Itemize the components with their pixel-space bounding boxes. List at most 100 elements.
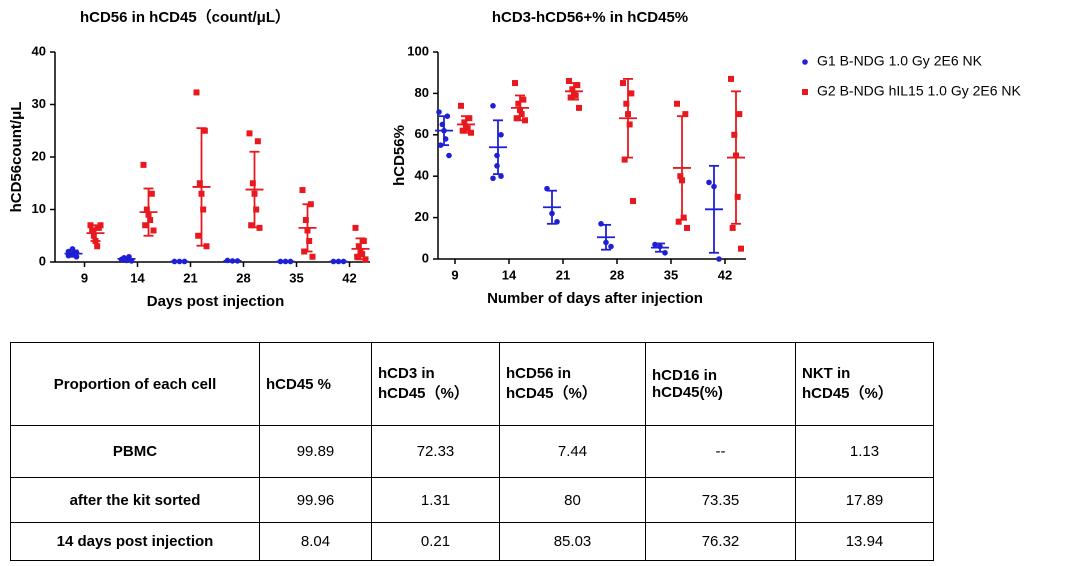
y-tick-label: 0 (422, 250, 429, 265)
data-point (680, 214, 687, 221)
data-point (458, 102, 464, 109)
data-point (566, 77, 572, 84)
y-axis-label: hCD56count/μL (8, 102, 25, 213)
data-point (196, 180, 203, 187)
data-point (674, 100, 680, 107)
legend-marker (802, 89, 808, 95)
data-point (248, 222, 255, 229)
data-point (706, 179, 712, 186)
x-axis-label: Number of days after injection (487, 290, 703, 307)
data-point (490, 175, 496, 182)
table-cell: 17.89 (795, 477, 934, 523)
x-tick-label: 35 (289, 270, 303, 285)
data-point (608, 243, 614, 250)
table-cell: 99.96 (259, 477, 372, 523)
table-row: 14 days post injection 8.04 0.21 85.03 76.32… (10, 522, 934, 561)
legend-marker (802, 59, 808, 65)
data-point (466, 115, 473, 122)
data-point (436, 109, 442, 115)
x-tick-label: 14 (502, 267, 517, 282)
data-point (731, 131, 738, 138)
x-tick-label: 21 (556, 267, 570, 282)
data-point (498, 132, 504, 138)
y-tick-label: 0 (39, 253, 46, 268)
x-tick-label: 9 (81, 270, 88, 285)
data-point (464, 125, 471, 132)
chart-title: hCD3-hCD56+% in hCD45% (492, 9, 688, 26)
data-point (738, 245, 744, 252)
data-point (652, 241, 658, 248)
header-cell: hCD16 in hCD45(%) (645, 342, 796, 426)
data-point (200, 206, 207, 213)
table-cell: after the kit sorted (10, 477, 260, 523)
table-cell: 0.21 (371, 522, 500, 561)
data-point (355, 243, 362, 250)
charts: hCD56 in hCD45（count/μL） 0 10 20 30 40 hCD56co… (8, 8, 1022, 310)
data-point (736, 111, 743, 118)
data-point (89, 227, 96, 234)
y-tick-label: 20 (32, 148, 46, 163)
x-tick-label: 35 (664, 267, 678, 282)
data-point (716, 256, 722, 262)
header-cell: hCD56 in hCD45（%） (499, 342, 646, 426)
data-point (576, 104, 582, 111)
data-point (598, 221, 604, 227)
data-point (253, 206, 260, 213)
y-tick-label: 40 (32, 43, 46, 58)
y-tick-label: 20 (415, 209, 429, 224)
x-tick-label: 14 (130, 270, 145, 285)
data-point (140, 161, 147, 168)
table-cell: 1.13 (795, 425, 934, 478)
table-cell: 99.89 (259, 425, 372, 478)
data-point (201, 127, 208, 134)
table-cell: 80 (499, 477, 646, 523)
x-tick-label: 42 (718, 267, 732, 282)
x-tick-label: 9 (451, 267, 458, 282)
data-point (494, 163, 500, 169)
table-cell: 85.03 (499, 522, 646, 561)
data-point (728, 75, 734, 82)
data-point (193, 89, 200, 96)
data-point (677, 173, 684, 180)
legend-label: G2 B-NDG hIL15 1.0 Gy 2E6 NK (817, 83, 1022, 99)
table-row: PBMC 99.89 72.33 7.44 -- 1.13 (10, 425, 934, 478)
table-cell: 76.32 (645, 522, 796, 561)
data-table: Proportion of each cell hCD45 % hCD3 in hC… (10, 342, 934, 561)
data-point (621, 156, 628, 163)
data-point (630, 198, 636, 205)
data-point (513, 115, 520, 122)
table-cell: PBMC (10, 425, 260, 478)
header-cell: Proportion of each cell (10, 342, 260, 426)
data-point (360, 238, 367, 244)
data-point (574, 82, 581, 89)
data-point (520, 96, 527, 103)
data-point (306, 238, 313, 244)
y-tick-label: 100 (407, 43, 429, 58)
data-point (734, 193, 741, 200)
data-point (626, 121, 633, 128)
header-row: Proportion of each cell hCD45 % hCD3 in hC… (10, 342, 934, 426)
table-row: after the kit sorted 99.96 1.31 80 73.35 17.8… (10, 477, 934, 523)
data-point (195, 232, 202, 239)
data-point (148, 190, 155, 197)
header-cell: hCD45 % (259, 342, 372, 426)
table-cell: 72.33 (371, 425, 500, 478)
data-point (299, 187, 306, 194)
y-tick-label: 10 (32, 201, 46, 216)
data-point (682, 111, 689, 118)
data-point (515, 100, 522, 107)
data-point (142, 222, 149, 229)
chart-title: hCD56 in hCD45（count/μL） (80, 8, 290, 26)
data-point (359, 251, 366, 258)
data-point (254, 138, 261, 145)
data-point (94, 243, 101, 250)
table-cell: 73.35 (645, 477, 796, 523)
table-cell: 7.44 (499, 425, 646, 478)
x-tick-label: 28 (236, 270, 250, 285)
data-point (518, 111, 525, 118)
data-point (302, 217, 309, 223)
y-tick-label: 80 (415, 85, 429, 100)
data-point (662, 249, 668, 256)
table-cell: 13.94 (795, 522, 934, 561)
